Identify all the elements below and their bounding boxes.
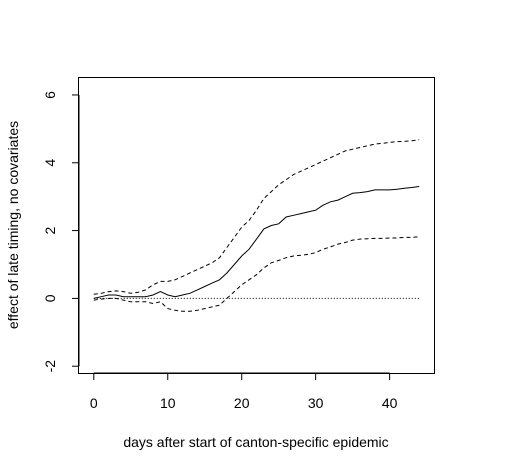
x-tick-label: 40: [382, 395, 398, 411]
plot-frame: [78, 77, 435, 374]
y-tick-label: 6: [42, 91, 58, 99]
y-tick-label: 4: [42, 159, 58, 167]
y-tick-label: 2: [42, 226, 58, 234]
y-axis: -2 0 2 4 6: [42, 91, 80, 373]
estimate-line: [93, 186, 420, 299]
x-axis-label: days after start of canton-specific epid…: [123, 434, 388, 450]
x-tick-label: 10: [160, 395, 176, 411]
x-tick-label: 30: [308, 395, 324, 411]
lower-bound-line: [93, 236, 420, 312]
x-tick-label: 20: [234, 395, 250, 411]
y-tick-label: -2: [42, 360, 58, 373]
x-tick-label: 0: [90, 395, 98, 411]
y-axis-label: effect of late timing, no covariates: [5, 121, 21, 329]
y-tick-label: 0: [42, 294, 58, 302]
x-axis: 0 10 20 30 40: [90, 372, 398, 411]
upper-bound-line: [93, 139, 420, 295]
